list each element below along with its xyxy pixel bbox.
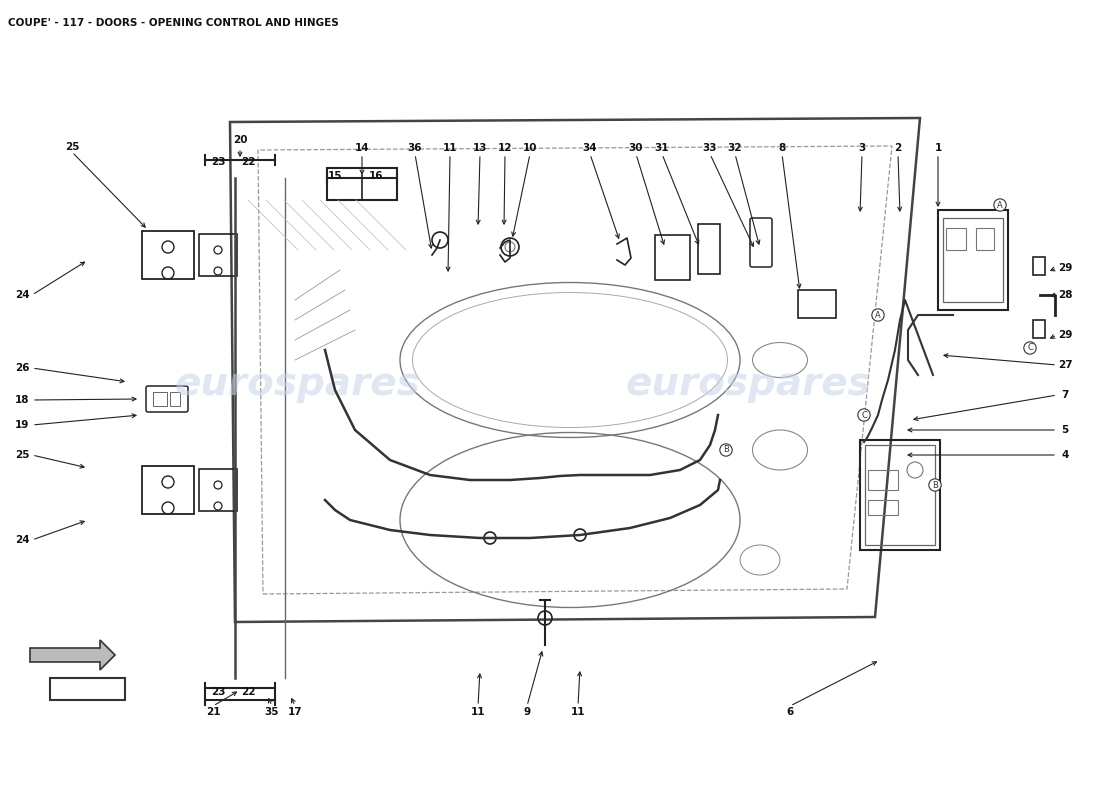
Bar <box>860 440 940 550</box>
Text: 32: 32 <box>728 143 743 153</box>
Text: 29: 29 <box>1058 263 1072 273</box>
Text: 22: 22 <box>241 157 255 167</box>
Bar <box>868 470 898 490</box>
Text: 7: 7 <box>1062 390 1069 400</box>
Text: COUPE' - 117 - DOORS - OPENING CONTROL AND HINGES: COUPE' - 117 - DOORS - OPENING CONTROL A… <box>8 18 339 28</box>
Text: 28: 28 <box>1058 290 1072 300</box>
Bar <box>199 469 236 511</box>
Text: B: B <box>723 446 729 454</box>
Bar <box>170 392 180 406</box>
Text: C: C <box>861 410 867 419</box>
Bar <box>199 234 236 276</box>
Text: 30: 30 <box>629 143 644 153</box>
Bar <box>1033 320 1045 338</box>
Text: 27: 27 <box>1058 360 1072 370</box>
Bar <box>327 168 397 200</box>
Bar <box>943 218 1003 302</box>
Text: 17: 17 <box>288 707 302 717</box>
Text: 36: 36 <box>408 143 422 153</box>
Text: 11: 11 <box>571 707 585 717</box>
Text: 21: 21 <box>206 707 220 717</box>
Text: 18: 18 <box>14 395 30 405</box>
Text: 1: 1 <box>934 143 942 153</box>
Text: 23: 23 <box>211 687 226 697</box>
Bar <box>142 231 194 279</box>
Text: 15: 15 <box>328 171 342 181</box>
Bar <box>868 500 898 515</box>
Text: 26: 26 <box>14 363 30 373</box>
Text: 16: 16 <box>368 171 383 181</box>
Bar <box>50 678 125 700</box>
Bar <box>976 228 994 250</box>
Text: C: C <box>1027 343 1033 353</box>
Text: 34: 34 <box>583 143 597 153</box>
Text: 33: 33 <box>703 143 717 153</box>
Text: 24: 24 <box>14 535 30 545</box>
Bar <box>798 290 836 318</box>
Text: 12: 12 <box>497 143 513 153</box>
Text: B: B <box>932 481 938 490</box>
Bar <box>1033 257 1045 275</box>
Text: 6: 6 <box>786 707 793 717</box>
Text: 9: 9 <box>524 707 530 717</box>
Bar <box>654 235 690 280</box>
Text: 8: 8 <box>779 143 785 153</box>
Text: 10: 10 <box>522 143 537 153</box>
Bar <box>698 224 720 274</box>
Text: eurospares: eurospares <box>625 365 871 403</box>
Bar <box>142 466 194 514</box>
Bar <box>946 228 966 250</box>
Text: A: A <box>876 310 881 319</box>
Text: 5: 5 <box>1062 425 1068 435</box>
Text: 24: 24 <box>14 290 30 300</box>
Bar <box>153 392 167 406</box>
Text: 11: 11 <box>471 707 485 717</box>
Text: 11: 11 <box>442 143 458 153</box>
Text: 20: 20 <box>233 135 248 145</box>
Text: A: A <box>997 201 1003 210</box>
Text: 35: 35 <box>265 707 279 717</box>
Text: 22: 22 <box>241 687 255 697</box>
Text: 14: 14 <box>354 143 370 153</box>
Text: 25: 25 <box>65 142 79 152</box>
Text: 4: 4 <box>1062 450 1069 460</box>
Text: 29: 29 <box>1058 330 1072 340</box>
Text: 23: 23 <box>211 157 226 167</box>
Text: eurospares: eurospares <box>174 365 420 403</box>
Text: 2: 2 <box>894 143 902 153</box>
Text: 25: 25 <box>14 450 30 460</box>
Text: 13: 13 <box>473 143 487 153</box>
Text: 19: 19 <box>14 420 30 430</box>
Text: 3: 3 <box>858 143 866 153</box>
Polygon shape <box>30 640 116 670</box>
Bar <box>865 445 935 545</box>
Bar <box>938 210 1008 310</box>
Text: 31: 31 <box>654 143 669 153</box>
